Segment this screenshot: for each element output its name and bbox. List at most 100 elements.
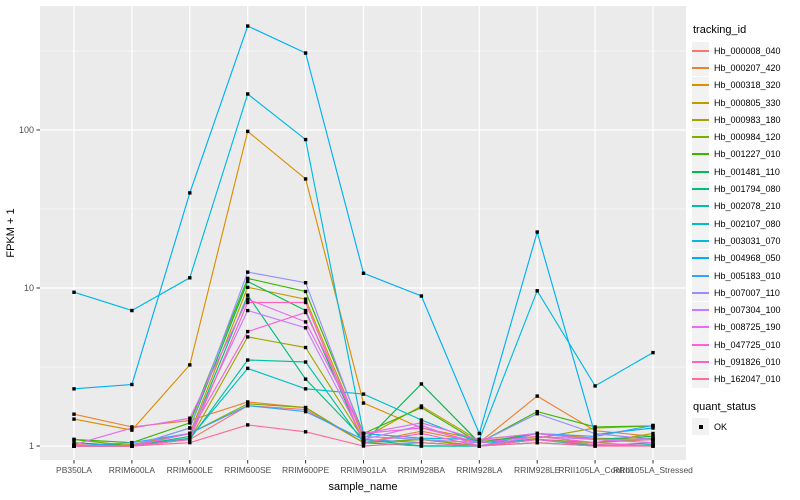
legend-item-label: Hb_007304_100 xyxy=(714,305,781,316)
legend-item-label: Hb_007007_110 xyxy=(714,287,780,298)
legend-key xyxy=(692,145,709,163)
legend-item-label: Hb_002107_080 xyxy=(714,218,781,229)
data-point xyxy=(188,437,192,442)
data-point xyxy=(419,440,424,445)
x-tick-label: RRIM928LE xyxy=(514,465,561,475)
legend-item-Hb_000984_120: Hb_000984_120 xyxy=(692,128,798,146)
legend-line-swatch-icon xyxy=(692,291,709,294)
legend-item-label: Hb_003031_070 xyxy=(714,235,781,246)
data-point xyxy=(361,431,366,436)
legend-item-Hb_162047_010: Hb_162047_010 xyxy=(692,370,798,388)
legend-item-Hb_091826_010: Hb_091826_010 xyxy=(692,353,798,371)
legend-item-Hb_002078_210: Hb_002078_210 xyxy=(692,197,798,215)
data-point xyxy=(535,412,539,416)
data-point xyxy=(303,409,308,414)
legend-item-Hb_002107_080: Hb_002107_080 xyxy=(692,215,798,233)
data-point xyxy=(130,428,134,432)
data-point xyxy=(535,230,539,234)
legend-item-label: Hb_091826_010 xyxy=(714,356,781,367)
legend-item-Hb_000983_180: Hb_000983_180 xyxy=(692,111,798,129)
legend-item-Hb_008725_190: Hb_008725_190 xyxy=(692,318,798,336)
data-point xyxy=(130,440,134,445)
data-point xyxy=(419,405,424,410)
legend-key xyxy=(692,215,709,233)
data-point xyxy=(651,434,655,439)
data-point xyxy=(303,326,308,330)
data-point xyxy=(246,24,250,28)
data-point xyxy=(72,437,76,442)
data-point xyxy=(303,387,308,391)
data-point xyxy=(651,440,655,445)
legend-key xyxy=(692,336,709,354)
data-point xyxy=(246,279,250,284)
legend-line-swatch-icon xyxy=(692,326,709,329)
black-square-marker-icon xyxy=(698,424,703,429)
legend-key xyxy=(692,232,709,250)
legend-line-swatch-icon xyxy=(692,66,709,69)
legend-item-Hb_000207_420: Hb_000207_420 xyxy=(692,59,798,77)
data-point xyxy=(246,423,250,427)
legend-key xyxy=(692,94,709,112)
data-point xyxy=(477,437,481,442)
x-tick-label: RRIM600SE xyxy=(224,465,272,475)
legend-item-label: Hb_000318_320 xyxy=(714,80,781,91)
data-point xyxy=(72,444,76,448)
data-point xyxy=(419,429,424,433)
legend-item-Hb_004968_050: Hb_004968_050 xyxy=(692,249,798,267)
data-point xyxy=(188,276,192,280)
legend-line-swatch-icon xyxy=(692,205,709,208)
legend-item-label: Hb_000805_330 xyxy=(714,97,781,108)
legend-item-label: Hb_001481_110 xyxy=(714,166,780,177)
data-point xyxy=(651,431,655,436)
data-point xyxy=(303,377,308,381)
x-tick-label: RRIM600LE xyxy=(167,465,214,475)
data-point xyxy=(303,345,308,350)
data-point xyxy=(535,431,539,436)
data-point xyxy=(303,281,308,285)
data-point xyxy=(246,129,250,134)
legend-key xyxy=(692,284,709,302)
legend-key xyxy=(692,128,709,146)
legend-line-swatch-icon xyxy=(692,188,709,191)
legend-key xyxy=(692,42,709,60)
data-point xyxy=(651,444,655,448)
legend-item-label: Hb_001794_080 xyxy=(714,184,781,195)
legend-key xyxy=(692,111,709,129)
data-point xyxy=(188,418,192,423)
legend-line-swatch-icon xyxy=(692,101,709,104)
legend-key xyxy=(692,353,709,371)
data-point xyxy=(361,271,366,275)
x-tick-label: RRIM928LA xyxy=(456,465,503,475)
legend-item-label: Hb_162047_010 xyxy=(714,374,781,385)
data-point xyxy=(535,440,539,445)
data-point xyxy=(72,417,76,421)
data-point xyxy=(651,437,655,442)
legend-item-label: Hb_000008_040 xyxy=(714,45,781,56)
data-point xyxy=(419,437,424,442)
data-point xyxy=(188,416,192,420)
legend-line-swatch-icon xyxy=(692,239,709,242)
data-point xyxy=(651,423,655,428)
data-point xyxy=(303,51,308,55)
y-axis-title: FPKM + 1 xyxy=(5,208,17,257)
data-point xyxy=(188,434,192,439)
data-point xyxy=(303,300,308,305)
data-point xyxy=(303,430,308,434)
legend-key xyxy=(692,370,709,388)
legend-items: Hb_000008_040 Hb_000207_420 Hb_000318_320 H… xyxy=(692,42,798,388)
legend-line-swatch-icon xyxy=(692,153,709,156)
data-point xyxy=(246,300,250,305)
legend-item-label: Hb_001227_010 xyxy=(714,149,781,160)
data-point xyxy=(593,444,597,448)
legend-item-label: Hb_005183_010 xyxy=(714,270,781,281)
data-point xyxy=(593,428,597,433)
data-point xyxy=(303,405,308,410)
data-point xyxy=(361,401,366,405)
data-point xyxy=(419,431,424,436)
legend-title-quant-status: quant_status xyxy=(693,400,756,413)
data-point xyxy=(651,350,655,355)
data-point xyxy=(361,392,366,396)
legend-item-label: Hb_047725_010 xyxy=(714,339,781,350)
legend: tracking_id Hb_000008_040 Hb_000207_420 Hb… xyxy=(692,24,798,436)
